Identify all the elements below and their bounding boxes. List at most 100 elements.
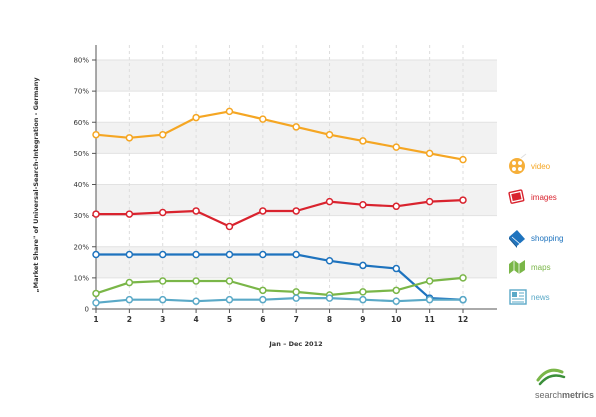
x-tick-label: 11 bbox=[424, 315, 434, 324]
y-tick-label: 80% bbox=[73, 57, 89, 65]
legend-item-video[interactable]: video bbox=[509, 153, 551, 174]
y-tick-label: 60% bbox=[73, 119, 89, 127]
data-point-video[interactable] bbox=[225, 107, 234, 116]
data-point-maps[interactable] bbox=[459, 274, 467, 282]
x-tick-labels: 1 2 3 4 5 6 7 8 9 10 11 12 bbox=[93, 315, 468, 324]
data-point-images[interactable] bbox=[359, 200, 367, 209]
x-axis-title: Jan – Dec 2012 bbox=[268, 340, 322, 348]
y-tick-label: 20% bbox=[73, 243, 89, 251]
x-tick-label: 3 bbox=[160, 315, 165, 324]
data-point-images[interactable] bbox=[125, 210, 134, 218]
data-point-maps[interactable] bbox=[225, 277, 234, 285]
x-tick-label: 10 bbox=[391, 315, 401, 324]
data-point-images[interactable] bbox=[158, 208, 167, 217]
data-point-video[interactable] bbox=[425, 149, 434, 158]
x-tick-label: 8 bbox=[327, 315, 332, 324]
x-tick-label: 9 bbox=[360, 315, 365, 324]
y-tick-label: 50% bbox=[73, 150, 89, 158]
data-point-maps[interactable] bbox=[192, 277, 200, 285]
x-tick-label: 6 bbox=[260, 315, 265, 324]
data-point-news[interactable] bbox=[425, 295, 434, 304]
data-point-video[interactable] bbox=[325, 130, 334, 139]
data-point-shopping[interactable] bbox=[292, 250, 300, 259]
data-point-images[interactable] bbox=[92, 210, 100, 218]
series-line-maps bbox=[95, 276, 464, 297]
swoosh-logo-icon bbox=[536, 368, 566, 386]
legend-item-shopping[interactable]: shopping bbox=[509, 230, 563, 248]
data-point-video[interactable] bbox=[392, 143, 401, 151]
data-point-news[interactable] bbox=[125, 295, 134, 304]
series-points bbox=[92, 107, 467, 307]
legend-label-images: images bbox=[531, 193, 557, 202]
legend-label-shopping: shopping bbox=[531, 234, 563, 243]
data-point-images[interactable] bbox=[292, 207, 300, 215]
data-point-maps[interactable] bbox=[158, 277, 167, 285]
brand-logo: searchmetrics bbox=[535, 368, 594, 400]
legend: video images shopping maps bbox=[508, 153, 563, 305]
y-tick-label: 10% bbox=[73, 274, 89, 282]
data-point-news[interactable] bbox=[392, 297, 401, 305]
legend-item-news[interactable]: news bbox=[509, 289, 550, 305]
data-point-shopping[interactable] bbox=[359, 261, 367, 270]
data-point-news[interactable] bbox=[459, 295, 467, 304]
data-point-shopping[interactable] bbox=[392, 264, 401, 273]
x-tick-label: 4 bbox=[193, 315, 198, 324]
data-point-images[interactable] bbox=[325, 197, 334, 206]
data-point-news[interactable] bbox=[292, 294, 300, 302]
data-point-images[interactable] bbox=[459, 196, 467, 204]
y-tick-label: 30% bbox=[73, 212, 89, 220]
data-point-shopping[interactable] bbox=[158, 250, 167, 259]
data-point-maps[interactable] bbox=[392, 286, 401, 295]
svg-text:searchmetrics: searchmetrics bbox=[535, 390, 594, 400]
data-point-shopping[interactable] bbox=[259, 250, 267, 259]
data-point-video[interactable] bbox=[292, 123, 300, 131]
brand-name-prefix: search bbox=[535, 390, 562, 400]
x-tick-label: 12 bbox=[458, 315, 468, 324]
map-icon bbox=[509, 260, 525, 274]
legend-item-maps[interactable]: maps bbox=[509, 260, 551, 274]
data-point-images[interactable] bbox=[392, 202, 401, 211]
data-point-news[interactable] bbox=[92, 299, 100, 307]
data-point-video[interactable] bbox=[359, 137, 367, 145]
data-point-maps[interactable] bbox=[259, 286, 267, 295]
data-point-video[interactable] bbox=[125, 134, 134, 142]
data-point-video[interactable] bbox=[192, 113, 200, 122]
legend-item-images[interactable]: images bbox=[508, 189, 557, 204]
data-point-shopping[interactable] bbox=[192, 250, 200, 259]
series-line-video bbox=[95, 110, 464, 161]
newspaper-icon bbox=[509, 289, 527, 305]
data-point-video[interactable] bbox=[92, 130, 100, 139]
data-point-images[interactable] bbox=[259, 207, 267, 215]
data-point-video[interactable] bbox=[259, 115, 267, 123]
data-point-video[interactable] bbox=[158, 130, 167, 139]
series-line-images bbox=[96, 199, 464, 228]
data-point-news[interactable] bbox=[325, 294, 334, 302]
data-point-shopping[interactable] bbox=[225, 250, 234, 259]
data-point-maps[interactable] bbox=[92, 289, 100, 298]
series-lines bbox=[95, 110, 464, 304]
legend-label-video: video bbox=[531, 162, 551, 171]
data-point-news[interactable] bbox=[158, 295, 167, 304]
data-point-maps[interactable] bbox=[425, 277, 434, 285]
data-point-maps[interactable] bbox=[125, 278, 134, 287]
axes bbox=[92, 45, 497, 313]
data-point-news[interactable] bbox=[192, 297, 200, 305]
data-point-images[interactable] bbox=[425, 197, 434, 206]
shopping-cart-icon bbox=[509, 230, 525, 248]
data-point-shopping[interactable] bbox=[325, 257, 334, 265]
data-point-shopping[interactable] bbox=[92, 250, 100, 259]
data-point-images[interactable] bbox=[192, 207, 200, 215]
series-line-news bbox=[95, 297, 463, 304]
data-point-maps[interactable] bbox=[359, 288, 367, 296]
data-point-video[interactable] bbox=[459, 155, 467, 164]
y-tick-labels: 0 10% 20% 30% 40% 50% 60% 70% 80% bbox=[73, 57, 89, 314]
data-point-images[interactable] bbox=[225, 222, 234, 231]
legend-label-news: news bbox=[531, 293, 550, 302]
data-point-maps[interactable] bbox=[292, 288, 300, 296]
data-point-news[interactable] bbox=[359, 295, 367, 304]
data-point-shopping[interactable] bbox=[125, 250, 134, 259]
data-point-news[interactable] bbox=[225, 295, 234, 304]
photo-icon bbox=[508, 189, 525, 204]
data-point-news[interactable] bbox=[259, 295, 267, 304]
y-tick-label: 0 bbox=[85, 306, 89, 314]
